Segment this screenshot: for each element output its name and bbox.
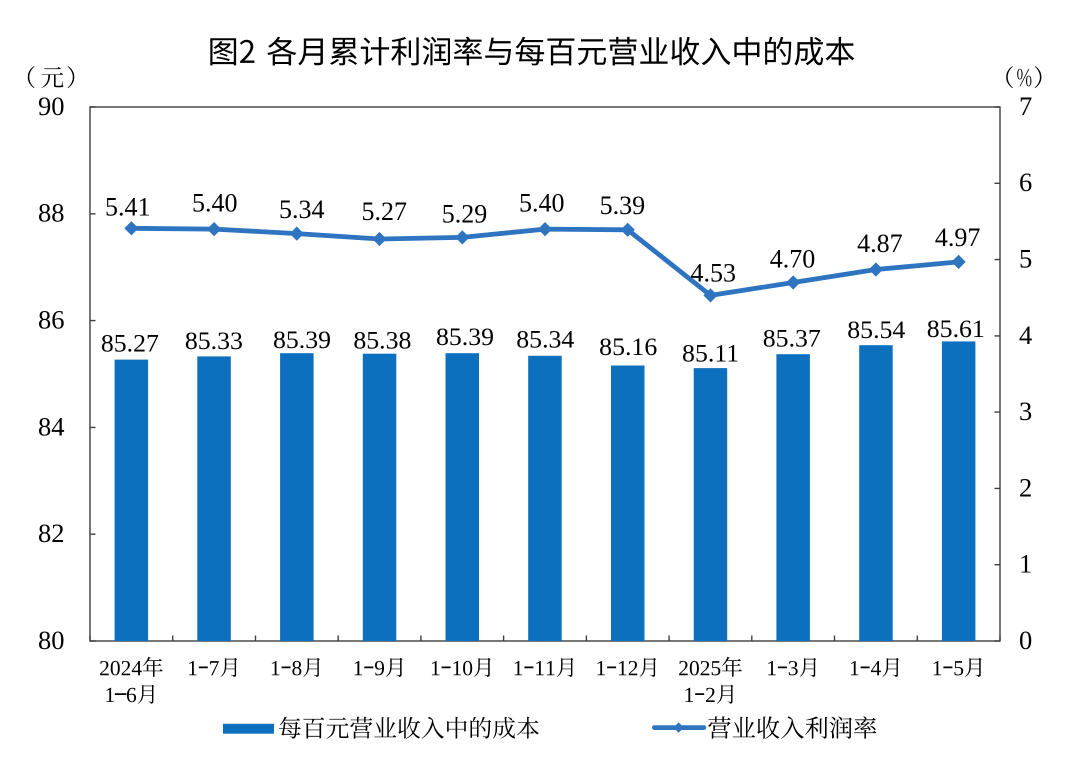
svg-text:5.27: 5.27 <box>361 197 407 226</box>
svg-text:85.54: 85.54 <box>847 315 905 344</box>
svg-text:85.39: 85.39 <box>436 322 494 351</box>
svg-text:3: 3 <box>1019 396 1032 426</box>
svg-text:1: 1 <box>1019 549 1032 579</box>
svg-text:85.11: 85.11 <box>682 339 739 368</box>
svg-text:85.38: 85.38 <box>353 325 411 354</box>
svg-text:85.34: 85.34 <box>516 325 574 354</box>
svg-text:4.70: 4.70 <box>770 245 816 274</box>
svg-text:85.61: 85.61 <box>927 314 985 343</box>
svg-text:88: 88 <box>38 198 65 228</box>
svg-text:85.16: 85.16 <box>599 332 657 361</box>
svg-text:5: 5 <box>1019 244 1032 274</box>
svg-text:5.40: 5.40 <box>519 189 565 218</box>
svg-text:86: 86 <box>38 305 65 335</box>
svg-text:84: 84 <box>38 411 65 441</box>
svg-text:0: 0 <box>1019 625 1032 655</box>
svg-text:85.39: 85.39 <box>273 325 331 354</box>
svg-text:85.37: 85.37 <box>763 324 821 353</box>
svg-text:5.39: 5.39 <box>600 191 646 220</box>
svg-text:5.29: 5.29 <box>442 199 488 228</box>
svg-text:5.40: 5.40 <box>192 188 238 217</box>
svg-text:85.33: 85.33 <box>185 326 243 355</box>
svg-text:90: 90 <box>38 91 65 121</box>
svg-text:5.34: 5.34 <box>279 195 325 224</box>
svg-text:4.97: 4.97 <box>935 223 981 252</box>
svg-text:80: 80 <box>38 625 65 655</box>
svg-text:4.53: 4.53 <box>691 259 737 288</box>
svg-text:7: 7 <box>1019 91 1032 121</box>
svg-text:4: 4 <box>1019 320 1032 350</box>
svg-text:4.87: 4.87 <box>857 229 903 258</box>
svg-text:5.41: 5.41 <box>105 193 151 222</box>
svg-text:6: 6 <box>1019 167 1032 197</box>
svg-text:85.27: 85.27 <box>101 329 159 358</box>
svg-text:82: 82 <box>38 518 65 548</box>
svg-text:2: 2 <box>1019 472 1032 502</box>
